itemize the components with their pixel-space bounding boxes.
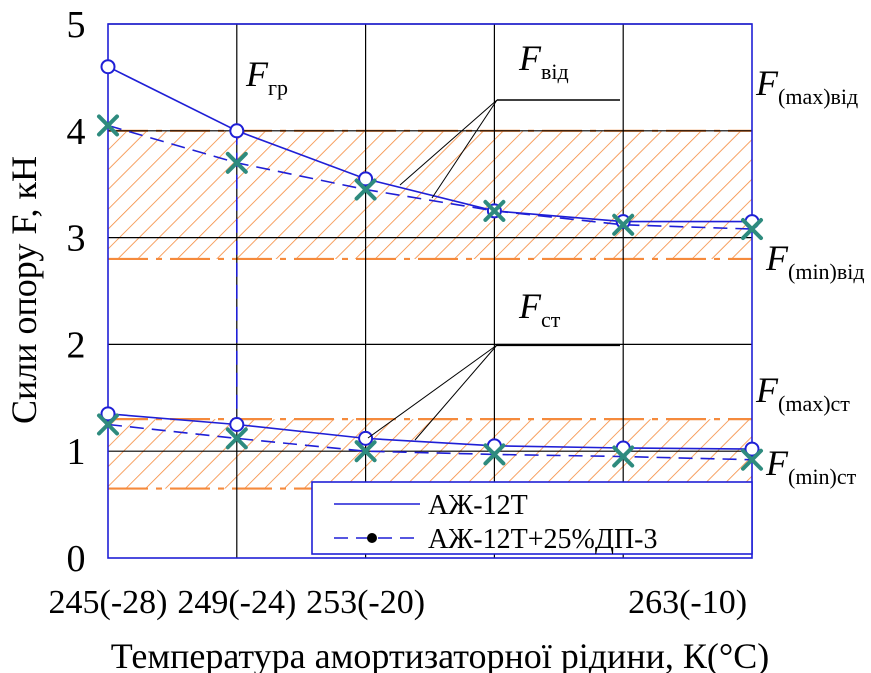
y-tick-label-0: 0 [67, 538, 86, 580]
cross-stroke [483, 443, 506, 466]
cross-marker-s2-p1 [97, 114, 119, 137]
f-st-leader-line [367, 344, 498, 439]
y-tick-label-1: 1 [67, 431, 86, 473]
plot-frame [107, 23, 753, 559]
cross-marker-s4-p2 [225, 427, 248, 450]
circle-marker-s1-p3 [358, 171, 374, 187]
cross-marker-s2-p4 [483, 199, 506, 222]
f-min-vid-label-sub: (min)від [788, 259, 865, 284]
series-line-3 [107, 413, 753, 450]
f-st-label: Fст [518, 286, 561, 332]
x-tick-label-253: 253(-20) [306, 584, 425, 621]
f-max-vid-label: F(max)від [755, 63, 858, 109]
x-tick-label-263: 263(-10) [628, 584, 747, 621]
f-min-vid-label-main: F [765, 238, 789, 278]
cross-marker-s4-p3 [354, 440, 377, 463]
y-axis-title: Сили опору F, кН [4, 156, 44, 424]
f-st-label-sub: ст [541, 307, 561, 332]
f-max-vid-label-sub: (max)від [778, 84, 858, 109]
cross-stroke [97, 413, 119, 436]
cross-marker-s2-p3 [354, 178, 377, 201]
f-vid-leader-line [431, 99, 498, 199]
cross-marker-s4-p1 [97, 413, 119, 436]
y-tick-label-5: 5 [67, 4, 86, 46]
legend-label-2: АЖ-12Т+25%ДП-3 [428, 524, 658, 555]
circle-marker-s1-p5 [615, 214, 631, 230]
f-vid-leader-line [399, 99, 498, 186]
f-max-st-label-sub: (max)ст [778, 391, 850, 416]
f-st-leader-line [414, 344, 498, 441]
circle-marker-s3-p6 [744, 441, 760, 457]
series-line-4 [107, 423, 753, 461]
cross-marker-s4-p5 [612, 445, 635, 468]
f-min-st-label-sub: (min)ст [788, 464, 857, 489]
f-gr-label: Fгр [245, 54, 288, 100]
cross-stroke [612, 213, 635, 236]
legend-label-1: АЖ-12Т [428, 490, 528, 521]
f-gr-label-sub: гр [268, 75, 288, 100]
y-tick-label-3: 3 [67, 218, 86, 260]
cross-marker-s2-p2 [225, 151, 248, 174]
tolerance-band-2 [108, 419, 752, 489]
cross-stroke [741, 448, 763, 471]
circle-marker-s3-p2 [229, 417, 245, 432]
f-max-st-label-main: F [755, 370, 779, 410]
y-tick-label-2: 2 [67, 324, 86, 366]
series-line-2 [107, 124, 753, 230]
cross-marker-s2-p6 [741, 218, 763, 241]
f-vid-label-sub: від [541, 59, 569, 84]
f-min-st-label-main: F [765, 443, 789, 483]
f-max-st-label: F(max)ст [755, 370, 850, 416]
x-axis-title: Температура амортизаторної рідини, К(°С) [111, 636, 770, 673]
circle-marker-s1-p2 [229, 123, 245, 139]
f-max-vid-label-main: F [755, 63, 779, 103]
f-vid-label-main: F [518, 38, 542, 78]
circle-marker-s3-p3 [358, 430, 374, 446]
x-tick-label-245: 245(-28) [49, 584, 168, 621]
cross-marker-s4-p4 [483, 443, 506, 466]
cross-stroke [483, 199, 506, 222]
f-gr-label-main: F [245, 54, 269, 94]
cross-stroke [225, 151, 248, 174]
y-tick-label-4: 4 [67, 111, 86, 153]
cross-stroke [225, 427, 248, 450]
circle-marker-s1-p1 [100, 59, 116, 75]
cross-stroke [354, 178, 377, 201]
cross-stroke [354, 440, 377, 463]
legend-dot-marker [367, 533, 377, 543]
legend-box [311, 481, 753, 555]
f-vid-label: Fвід [518, 38, 569, 84]
cross-marker-s4-p6 [741, 448, 763, 471]
cross-stroke [97, 114, 119, 137]
f-st-label-main: F [518, 286, 542, 326]
cross-stroke [612, 445, 635, 468]
f-min-vid-label: F(min)від [765, 238, 865, 284]
series-line-1 [107, 66, 752, 223]
f-min-st-label: F(min)ст [765, 443, 857, 489]
circle-marker-s3-p1 [100, 406, 116, 422]
x-tick-label-249: 249(-24) [177, 584, 296, 621]
cross-marker-s2-p5 [612, 213, 635, 236]
cross-stroke [741, 218, 763, 241]
